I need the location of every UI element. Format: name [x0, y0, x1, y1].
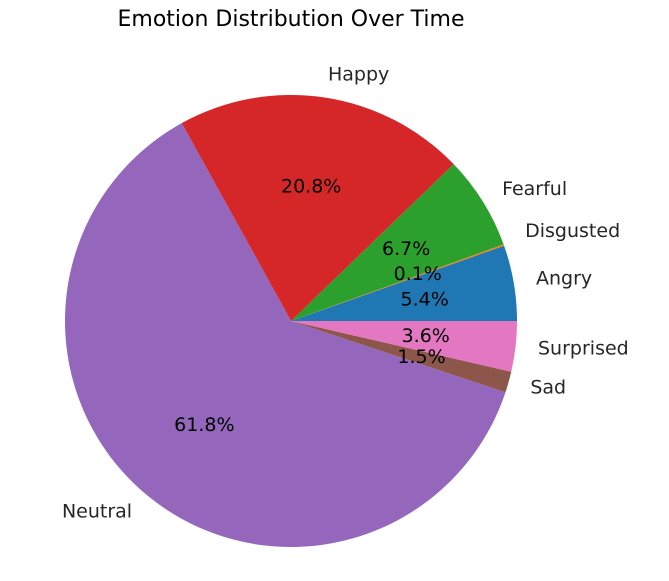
pie-slices: [64, 94, 517, 547]
slice-label-fearful: Fearful: [502, 178, 567, 200]
pie-slice-angry: [291, 245, 517, 321]
slice-label-happy: Happy: [328, 64, 389, 86]
pie-slice-neutral: [64, 123, 506, 547]
pie-slice-sad: [291, 321, 512, 393]
chart-title: Emotion Distribution Over Time: [117, 7, 464, 32]
slice-pct-neutral: 61.8%: [174, 414, 234, 436]
slice-pct-disgusted: 0.1%: [394, 263, 442, 285]
pie-slice-fearful: [291, 164, 504, 321]
pie-slice-happy: [181, 94, 454, 321]
pie-labels: Angry 5.4% Disgusted 0.1% Fearful 6.7% Happy 20…: [62, 64, 629, 523]
slice-pct-fearful: 6.7%: [382, 238, 430, 260]
pie-slice-disgusted: [291, 244, 505, 321]
slice-pct-surprised: 3.6%: [402, 325, 450, 347]
slice-label-angry: Angry: [536, 267, 592, 289]
slice-label-neutral: Neutral: [62, 501, 132, 523]
slice-pct-angry: 5.4%: [401, 289, 449, 311]
slice-label-sad: Sad: [530, 377, 566, 399]
slice-pct-sad: 1.5%: [397, 346, 445, 368]
slice-pct-happy: 20.8%: [281, 175, 341, 197]
pie-slice-surprised: [291, 321, 517, 372]
slice-label-disgusted: Disgusted: [525, 220, 620, 242]
slice-label-surprised: Surprised: [538, 338, 629, 360]
